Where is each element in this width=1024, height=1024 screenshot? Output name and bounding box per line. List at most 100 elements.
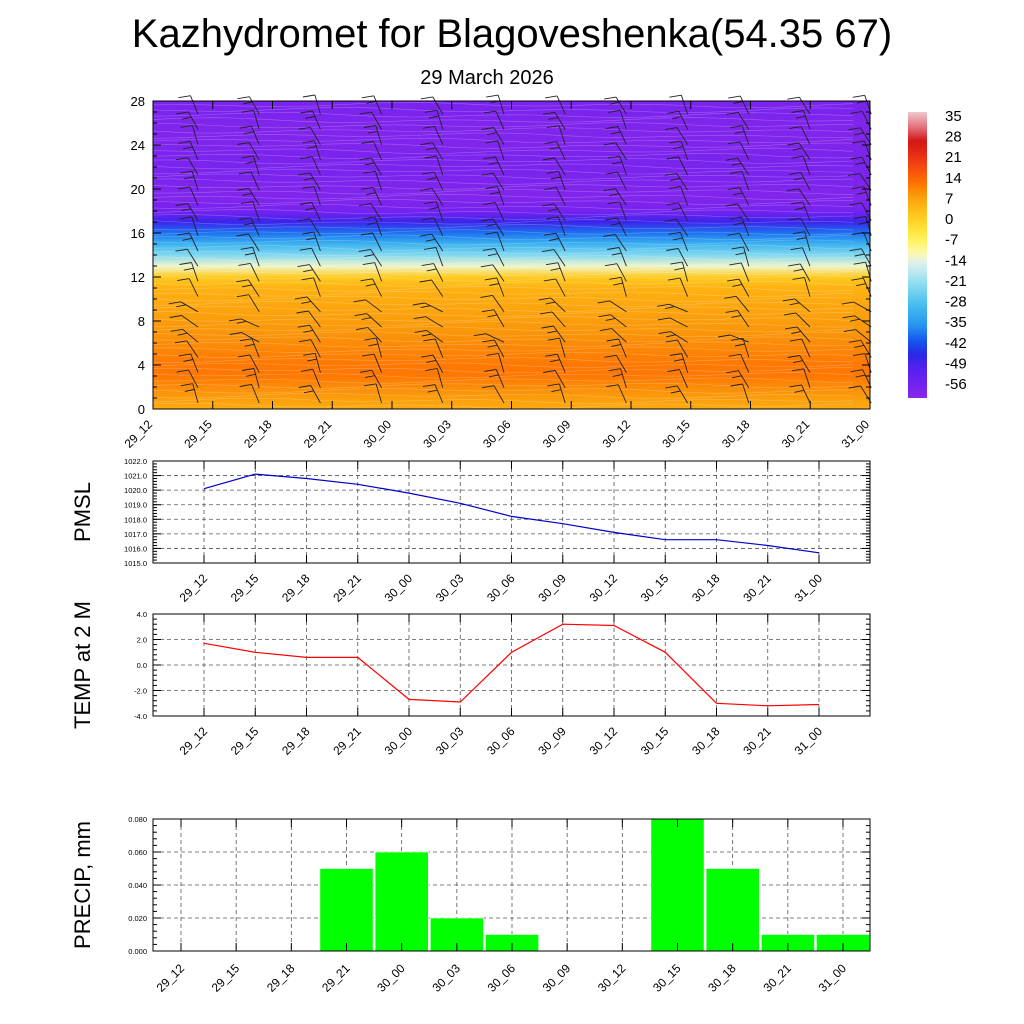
contour-line	[152, 158, 854, 165]
wind-barb-shaft	[314, 94, 321, 115]
wind-barb-flag	[364, 383, 377, 387]
wind-barb-shaft	[253, 368, 260, 388]
wind-barb-flag	[666, 334, 676, 338]
wind-barb-flag	[481, 385, 495, 389]
wind-barb-shaft	[188, 369, 199, 389]
colorbar-label: 28	[945, 129, 962, 146]
wind-barb-flag	[423, 246, 437, 250]
contour-line	[152, 101, 854, 109]
wind-barb-flag	[725, 309, 738, 313]
wind-barb-shaft	[431, 188, 444, 206]
wind-barb-flag	[302, 94, 315, 98]
wind-barb-flag	[298, 126, 311, 130]
wind-barb-flag	[179, 262, 192, 265]
wind-barb-flag	[306, 237, 316, 241]
wind-barb-flag	[852, 140, 865, 144]
wind-barb-flag	[731, 375, 742, 379]
wind-barb-flag	[181, 116, 192, 120]
wind-barb-flag	[298, 339, 312, 343]
wind-barb-shaft	[250, 171, 260, 191]
wind-barb-shaft	[310, 385, 321, 404]
wind-barb-flag	[789, 126, 802, 130]
wind-barb-flag	[302, 185, 315, 189]
wind-barb-shaft	[741, 216, 750, 236]
wind-barb-shaft	[494, 202, 505, 221]
temp-2m-x-tick-label: 29_12	[177, 724, 211, 758]
wind-barb-shaft	[740, 354, 750, 373]
wind-barb-flag	[795, 207, 806, 210]
wind-barb-flag	[730, 337, 744, 341]
wind-barb-shaft	[191, 170, 199, 191]
wind-barb-shaft	[555, 187, 566, 206]
wind-barb-shaft	[860, 340, 872, 358]
wind-barb-shaft	[313, 231, 321, 252]
heatmap-y-tick-label: 4	[138, 358, 145, 373]
wind-barb-flag	[605, 171, 618, 175]
wind-barb-flag	[725, 203, 738, 207]
pmsl-y-tick-label: 1018.0	[124, 515, 147, 524]
wind-barb-flag	[549, 146, 560, 150]
heatmap-field	[153, 101, 870, 409]
wind-barb-shaft	[617, 126, 627, 145]
contour-line	[152, 224, 854, 231]
wind-barb-flag	[786, 188, 799, 192]
wind-barb-flag	[546, 125, 560, 129]
contour-line	[152, 239, 854, 246]
wind-barb-flag	[489, 283, 500, 286]
wind-barb-flag	[670, 178, 681, 181]
temp-2m-y-axis-label: TEMP at 2 M	[70, 601, 95, 729]
heatmap-x-tick-label: 30_21	[779, 417, 813, 451]
precip-x-tick-label: 30_09	[540, 961, 574, 995]
precip-y-tick-label: 0.020	[128, 914, 147, 923]
contour-line	[152, 219, 854, 225]
wind-barb-shaft	[432, 142, 444, 161]
wind-barb-flag	[852, 353, 866, 357]
temp-2m-x-tick-label: 31_00	[792, 724, 826, 758]
wind-barb-flag	[175, 203, 188, 206]
wind-barb-flag	[666, 248, 679, 251]
wind-barb-shaft	[742, 338, 750, 358]
wind-barb-shaft	[493, 172, 505, 191]
wind-barb-shaft	[434, 338, 444, 358]
wind-barb-shaft	[431, 233, 444, 252]
wind-barb-shaft	[799, 263, 811, 282]
wind-barb-flag	[413, 316, 426, 320]
wind-barb-flag	[664, 306, 675, 310]
wind-barb-shaft	[558, 125, 566, 145]
wind-barb-flag	[545, 262, 559, 266]
wind-barb-flag	[669, 94, 682, 98]
wind-barb-flag	[181, 208, 191, 212]
wind-barb-flag	[297, 264, 310, 268]
wind-barb-flag	[236, 187, 249, 191]
wind-barb-flag	[603, 233, 616, 237]
wind-barb-flag	[664, 127, 678, 131]
heatmap-x-tick-label: 29_15	[181, 417, 215, 451]
wind-barb-shaft	[190, 95, 199, 115]
wind-barb-flag	[244, 343, 255, 347]
precip-x-tick-label: 30_00	[374, 961, 408, 995]
wind-barb-flag	[848, 339, 861, 343]
wind-barb-shaft	[855, 329, 872, 343]
wind-barb-flag	[854, 344, 865, 348]
wind-barb-flag	[724, 295, 737, 299]
wind-barb-flag	[550, 176, 561, 180]
wind-barb-shaft	[374, 171, 383, 191]
wind-barb-flag	[425, 238, 436, 242]
wind-barb-shaft	[498, 353, 505, 373]
wind-barb-flag	[302, 140, 315, 144]
contour-line	[152, 193, 854, 200]
wind-barb-shaft	[497, 94, 505, 115]
wind-barb-flag	[787, 96, 800, 100]
wind-barb-flag	[545, 353, 558, 357]
wind-barb-flag	[365, 375, 375, 379]
colorbar-label: -28	[945, 294, 967, 311]
precip-bar	[374, 851, 429, 952]
wind-barb-flag	[363, 125, 376, 128]
wind-barb-shaft	[803, 368, 811, 388]
heatmap-y-tick-label: 8	[138, 314, 145, 329]
wind-barb-flag	[486, 352, 499, 356]
temp-2m-x-tick-label: 30_06	[484, 724, 518, 758]
wind-barb-shaft	[743, 246, 750, 267]
wind-barb-flag	[538, 297, 551, 301]
precip-x-tick-label: 29_12	[154, 961, 188, 995]
